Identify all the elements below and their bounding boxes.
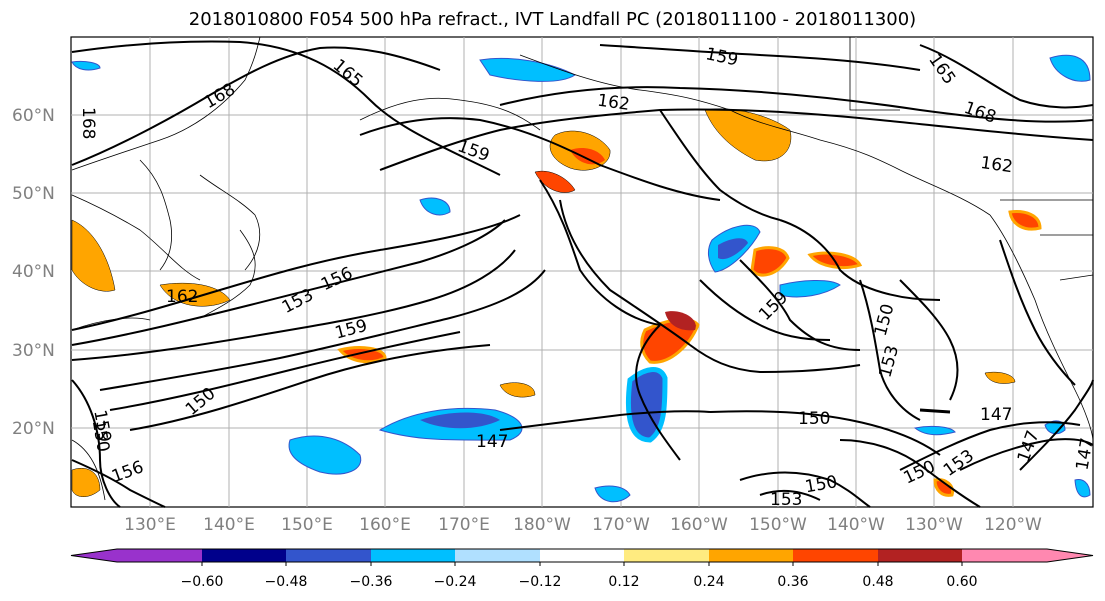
negative-patch [288,435,362,475]
lon-label: 140°E [203,515,255,530]
negative-patch [71,60,101,71]
lon-label: 120°W [984,515,1042,530]
colorbar-tick-label: −0.36 [350,574,393,590]
positive-patch [499,382,536,398]
refractivity-contours [71,40,1094,508]
colorbar-segments [70,548,1094,563]
positive-patch [534,170,576,193]
colorbar-outline [70,548,1094,563]
positive-patch [1008,210,1042,231]
contour-label: 162 [166,287,198,307]
colorbar-segment [117,549,202,562]
positive-core [570,148,605,165]
contour-label: 168 [78,107,98,139]
colorbar-segment [709,549,793,562]
colorbar-extend-high [1047,549,1093,562]
negative-patch [420,412,500,429]
colorbar-tick-label: 0.60 [946,574,977,590]
contour-label: 150 [798,409,830,429]
lon-label: 150°E [281,515,333,530]
latitude-labels: 60°N 50°N 40°N 30°N 20°N [12,106,55,439]
negative-patch [779,280,841,298]
negative-patch [1074,479,1091,498]
map-panel: 168 165 168 159 162 159 165 168 162 156 … [12,36,1098,530]
lon-label: 130°W [905,515,963,530]
lon-label: 170°E [438,515,490,530]
colorbar-tick-label: 0.24 [693,574,724,590]
colorbar-segment [455,549,540,562]
contour-label: 162 [596,91,631,115]
ivt-shading [71,54,1091,503]
colorbar-tick-label: 0.48 [862,574,893,590]
colorbar-extend-low [71,549,117,562]
contour-label: 153 [770,490,802,510]
colorbar-tick-label: −0.12 [519,574,562,590]
map-title: 2018010800 F054 500 hPa refract., IVT La… [188,9,917,30]
positive-patch [159,282,231,307]
colorbar-tick-label: 0.36 [777,574,808,590]
colorbar-tick-label: 0.12 [608,574,639,590]
lat-label: 60°N [12,106,55,126]
positive-patch [665,311,696,331]
lat-label: 20°N [12,419,55,439]
positive-patch [704,108,792,162]
longitude-labels: 130°E 140°E 150°E 160°E 170°E 180°W 170°… [124,515,1042,530]
positive-patch [984,371,1016,384]
lon-label: 160°E [359,515,411,530]
positive-patch [750,246,790,277]
lon-label: 180°W [513,515,571,530]
colorbar-tick-labels: −0.60 −0.48 −0.36 −0.24 −0.12 0.12 0.24 … [181,574,978,590]
lat-label: 50°N [12,184,55,204]
lon-label: 170°W [592,515,650,530]
contour-label: 147 [980,405,1012,425]
negative-patch [1044,420,1066,435]
lat-label: 40°N [12,262,55,282]
positive-patch [933,478,955,497]
colorbar-tick-label: −0.48 [265,574,308,590]
negative-patch [1049,54,1091,82]
lon-label: 160°W [670,515,728,530]
negative-patch [913,425,956,436]
colorbar-ticks [201,562,963,566]
lon-label: 150°W [749,515,807,530]
contour-labels: 168 165 168 159 162 159 165 168 162 156 … [78,44,1098,510]
negative-patch [419,197,451,216]
colorbar-segment [371,549,455,562]
colorbar-segment [286,549,371,562]
colorbar-segment [962,549,1047,562]
negative-patch [718,238,748,260]
colorbar-tick-label: −0.24 [434,574,477,590]
colorbar-segment [878,549,962,562]
negative-patch [594,485,631,503]
colorbar-segment [202,549,286,562]
positive-patch [71,219,116,292]
colorbar-segment [540,549,624,562]
lon-label: 130°E [124,515,176,530]
colorbar-segment [624,549,709,562]
contour-label: 162 [979,153,1014,177]
lon-label: 140°W [827,515,885,530]
colorbar-segment [793,549,878,562]
colorbar-tick-label: −0.60 [181,574,224,590]
lat-label: 30°N [12,341,55,361]
positive-patch [71,467,101,497]
contour-label: 147 [476,432,508,452]
